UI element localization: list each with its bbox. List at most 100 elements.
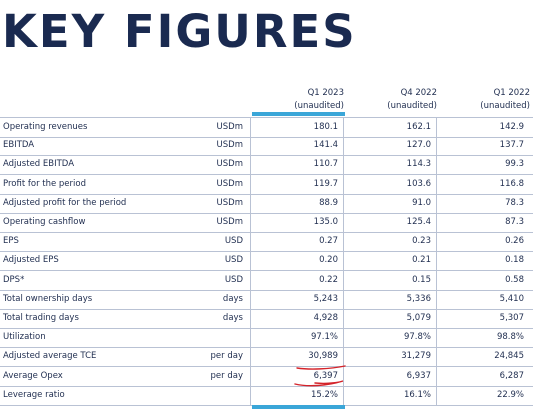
value-q1-2022: 6,287	[499, 370, 524, 381]
value-q1-2022: 5,307	[499, 313, 524, 323]
value-q1-2022: 22.9%	[496, 389, 524, 400]
table-row: EBITDA USDm 141.4 127.0 137.7	[0, 136, 533, 157]
row-label: Total trading days	[3, 313, 79, 323]
table-row: Utilization 97.1% 97.8% 98.8%	[0, 328, 533, 349]
value-q4-2022: 31,279	[401, 351, 431, 362]
table-row: Adjusted EPS USD 0.20 0.21 0.18	[0, 251, 533, 272]
value-q1-2023: 0.27	[319, 236, 338, 247]
value-q1-2023: 6,397	[313, 370, 338, 381]
value-q1-2022: 5,410	[499, 293, 524, 304]
page-title: KEY FIGURES	[2, 5, 357, 58]
row-unit: days	[222, 293, 243, 304]
column-header-q1-2022: Q1 2022 (unaudited)	[438, 87, 530, 113]
row-label: Adjusted profit for the period	[3, 197, 127, 208]
value-q1-2022: 78.3	[505, 197, 524, 208]
value-q1-2022: 99.3	[505, 159, 524, 170]
value-q1-2023: 180.1	[313, 122, 338, 132]
row-label: Profit for the period	[3, 178, 86, 189]
value-q4-2022: 0.21	[412, 255, 431, 266]
row-unit	[160, 328, 243, 347]
row-unit: days	[222, 313, 243, 323]
row-label: Adjusted average TCE	[3, 351, 97, 362]
value-q4-2022: 0.15	[412, 274, 431, 285]
column-divider	[343, 117, 344, 405]
value-q1-2023: 30,989	[308, 351, 338, 362]
value-q1-2022: 0.18	[505, 255, 524, 266]
row-label: EBITDA	[3, 140, 35, 151]
row-label: Operating revenues	[3, 122, 88, 132]
value-q4-2022: 125.4	[406, 217, 431, 227]
row-label: Utilization	[3, 332, 46, 343]
row-label: Average Opex	[3, 370, 63, 381]
value-q4-2022: 114.3	[406, 159, 431, 170]
row-unit: USDm	[216, 159, 243, 170]
table-row: Profit for the period USDm 119.7 103.6 116.8	[0, 175, 533, 195]
value-q1-2022: 87.3	[505, 217, 524, 227]
row-unit: USDm	[216, 217, 243, 227]
table-row: DPS* USD 0.22 0.15 0.58	[0, 271, 533, 291]
value-q4-2022: 0.23	[412, 236, 431, 247]
underline-tce	[296, 365, 346, 370]
highlight-bar-bottom	[252, 405, 345, 409]
row-unit: USDm	[216, 140, 243, 151]
row-unit: USD	[224, 236, 243, 247]
value-q4-2022: 5,079	[406, 313, 431, 323]
column-note: (unaudited)	[387, 101, 437, 111]
handwritten-underline-marks	[294, 365, 346, 387]
highlight-bar-top	[252, 112, 345, 116]
column-note: (unaudited)	[480, 101, 530, 111]
row-unit	[160, 386, 243, 405]
value-q4-2022: 103.6	[406, 178, 431, 189]
column-period: Q4 2022	[400, 88, 437, 98]
row-label: DPS*	[3, 274, 25, 285]
value-q1-2023: 119.7	[313, 178, 338, 189]
row-unit: per day	[210, 351, 243, 362]
value-q1-2022: 137.7	[499, 140, 524, 151]
value-q1-2022: 0.26	[505, 236, 524, 247]
table-row: Average Opex per day 6,397 6,937 6,287	[0, 367, 533, 387]
column-note: (unaudited)	[294, 101, 344, 111]
value-q1-2023: 15.2%	[310, 389, 338, 400]
table-row: Total ownership days days 5,243 5,336 5,410	[0, 290, 533, 310]
value-q4-2022: 162.1	[406, 122, 431, 132]
table-row: Operating cashflow USDm 135.0 125.4 87.3	[0, 213, 533, 233]
value-q1-2022: 24,845	[494, 351, 524, 362]
row-label: EPS	[3, 236, 19, 247]
table-row: EPS USD 0.27 0.23 0.26	[0, 232, 533, 253]
row-unit: USDm	[216, 122, 243, 132]
row-label: Adjusted EBITDA	[3, 159, 75, 170]
value-q1-2022: 142.9	[499, 122, 524, 132]
value-q4-2022: 97.8%	[403, 332, 431, 343]
row-label: Leverage ratio	[3, 389, 65, 400]
value-q1-2022: 0.58	[505, 274, 524, 285]
column-header-q4-2022: Q4 2022 (unaudited)	[345, 87, 437, 113]
row-unit: USD	[224, 274, 243, 285]
value-q1-2023: 0.20	[319, 255, 338, 266]
row-unit: USD	[224, 255, 243, 266]
row-unit: USDm	[216, 197, 243, 208]
value-q1-2023: 141.4	[313, 140, 338, 151]
value-q4-2022: 5,336	[406, 293, 431, 304]
row-label: Operating cashflow	[3, 217, 86, 227]
table-row: Adjusted EBITDA USDm 110.7 114.3 99.3	[0, 155, 533, 176]
underline-opex	[294, 380, 344, 387]
column-divider	[436, 117, 437, 405]
value-q1-2022: 98.8%	[496, 332, 524, 343]
value-q4-2022: 6,937	[406, 370, 431, 381]
column-divider	[250, 117, 251, 405]
row-unit: per day	[210, 370, 243, 381]
table-row: Leverage ratio 15.2% 16.1% 22.9%	[0, 386, 533, 406]
row-label: Total ownership days	[3, 293, 93, 304]
value-q1-2023: 88.9	[319, 197, 338, 208]
row-label: Adjusted EPS	[3, 255, 59, 266]
value-q1-2022: 116.8	[499, 178, 524, 189]
value-q4-2022: 16.1%	[403, 389, 431, 400]
value-q1-2023: 0.22	[319, 274, 338, 285]
column-period: Q1 2022	[493, 88, 530, 98]
column-header-q1-2023: Q1 2023 (unaudited)	[252, 87, 344, 113]
table-row: Total trading days days 4,928 5,079 5,307	[0, 309, 533, 329]
table-row: Adjusted profit for the period USDm 88.9 91…	[0, 194, 533, 214]
column-period: Q1 2023	[307, 88, 344, 98]
table-row: Adjusted average TCE per day 30,989 31,279 2…	[0, 347, 533, 368]
value-q1-2023: 97.1%	[310, 332, 338, 343]
